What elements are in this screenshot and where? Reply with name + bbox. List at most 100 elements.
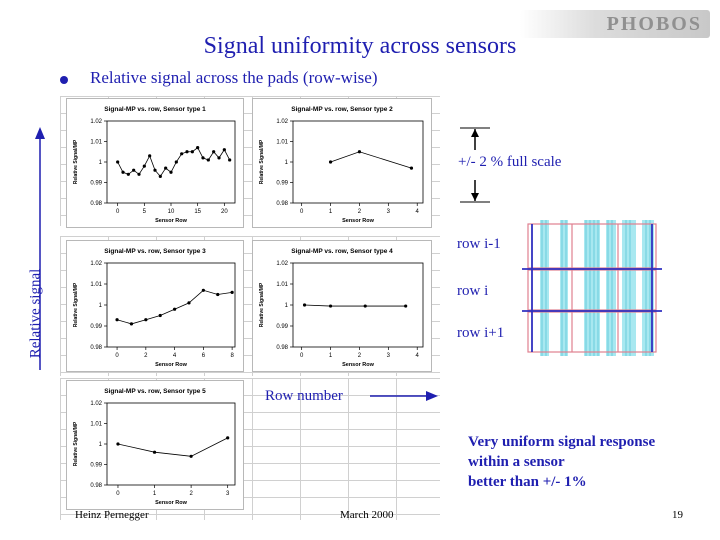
data-point (216, 292, 220, 297)
data-point (189, 454, 193, 458)
conclusion-line-2: within a sensor (468, 454, 565, 470)
y-tick-label: 1.01 (90, 282, 102, 288)
data-point (144, 318, 148, 322)
plot-frame (292, 120, 424, 204)
data-point (180, 152, 184, 156)
conclusion-line-3: better than +/- 1% (468, 474, 587, 490)
data-point (302, 303, 307, 307)
series-line (116, 289, 233, 325)
x-tick-label: 2 (189, 491, 193, 497)
data-point (152, 450, 157, 454)
data-point (201, 156, 205, 160)
y-tick-label: 0.99 (90, 324, 102, 330)
x-tick-label: 1 (329, 353, 333, 359)
y-tick-label: 0.98 (276, 201, 288, 207)
x-tick-label: 3 (226, 491, 230, 497)
data-point (172, 307, 177, 311)
x-axis-label: Sensor Row (155, 500, 188, 506)
y-tick-label: 1 (99, 442, 103, 448)
y-tick-label: 0.99 (90, 463, 102, 469)
data-point (158, 174, 162, 178)
y-axis-label: Relative Signal/MP (259, 282, 265, 327)
conclusion-line-1: Very uniform signal response (468, 434, 656, 450)
x-tick-label: 3 (387, 353, 391, 359)
data-point (328, 160, 333, 164)
x-axis-label: Sensor Row (342, 362, 375, 368)
full-scale-bracket (460, 127, 490, 203)
footer-page-number: 19 (672, 509, 683, 521)
chart-panel-3: Signal-MP vs. row, Sensor type 3 1.02 1.01… (66, 240, 244, 372)
data-point (129, 322, 134, 326)
x-tick-label: 15 (194, 209, 201, 215)
x-tick-label: 0 (300, 353, 304, 359)
x-tick-label: 8 (230, 353, 234, 359)
series-line (117, 437, 228, 457)
x-tick-label: 4 (173, 353, 177, 359)
series-line (117, 147, 231, 178)
y-tick-label: 1.02 (90, 261, 102, 267)
x-tick-label: 4 (416, 209, 420, 215)
chart-title: Signal-MP vs. row, Sensor type 4 (291, 248, 393, 255)
x-tick-label: 1 (329, 209, 333, 215)
chart-panel-5: Signal-MP vs. row, Sensor type 5 1.02 1.01… (66, 380, 244, 510)
conclusion-text: Very uniform signal response within a se… (468, 432, 655, 492)
x-tick-label: 0 (115, 353, 119, 359)
data-point (153, 168, 157, 172)
data-point (116, 160, 120, 164)
y-tick-label: 1.01 (276, 140, 288, 146)
x-tick-label: 2 (358, 353, 362, 359)
row-number-arrow (370, 391, 438, 401)
data-point (142, 164, 146, 168)
x-tick-label: 20 (221, 209, 228, 215)
data-point (212, 150, 216, 154)
y-tick-label: 1.01 (90, 140, 102, 146)
relative-signal-arrow (35, 127, 45, 370)
phobos-logo: PHOBOS (520, 10, 710, 38)
x-axis-label: Sensor Row (155, 218, 188, 224)
x-axis-label: Sensor Row (342, 218, 375, 224)
y-tick-label: 1.02 (276, 261, 288, 267)
data-point (357, 150, 362, 154)
row-number-label: Row number (265, 388, 343, 404)
x-tick-label: 5 (143, 209, 147, 215)
y-tick-label: 1.02 (90, 119, 102, 125)
chart-panel-1: Signal-MP vs. row, Sensor type 1 1.02 1.01… (66, 98, 244, 228)
row-label-next: row i+1 (457, 325, 505, 341)
row-label-current: row i (457, 283, 489, 299)
y-tick-label: 0.99 (90, 181, 102, 187)
y-axis-label: Relative Signal/MP (73, 282, 79, 327)
data-point (409, 166, 414, 170)
x-tick-label: 4 (416, 353, 420, 359)
data-point (137, 172, 141, 176)
data-point (328, 304, 333, 308)
y-axis-label: Relative Signal/MP (73, 421, 79, 466)
chart-title: Signal-MP vs. row, Sensor type 2 (291, 106, 393, 113)
plot-frame (106, 262, 236, 348)
x-tick-label: 2 (358, 209, 362, 215)
x-axis-label: Sensor Row (155, 362, 188, 368)
data-point (148, 154, 152, 158)
relative-signal-label: Relative signal (27, 268, 44, 359)
plot-frame (106, 120, 236, 204)
data-point (363, 304, 367, 308)
data-point (185, 150, 189, 154)
y-tick-label: 0.99 (276, 181, 288, 187)
y-tick-label: 0.98 (276, 345, 288, 351)
series-line (330, 151, 412, 169)
y-tick-label: 0.98 (90, 201, 102, 207)
y-tick-label: 1 (285, 160, 289, 166)
full-scale-label: +/- 2 % full scale (458, 154, 562, 170)
chart-panel-4: Signal-MP vs. row, Sensor type 4 1.02 1.01… (252, 240, 432, 372)
data-point (222, 148, 226, 152)
x-tick-label: 2 (144, 353, 148, 359)
x-tick-label: 0 (116, 209, 120, 215)
data-point (115, 318, 119, 322)
data-point (228, 158, 232, 162)
chart-panel-2: Signal-MP vs. row, Sensor type 2 1.02 1.01… (252, 98, 432, 228)
data-point (226, 436, 230, 440)
sensor-layout-image (522, 220, 662, 356)
footer-date: March 2000 (340, 509, 394, 521)
x-tick-label: 3 (387, 209, 391, 215)
data-point (126, 172, 130, 176)
x-tick-label: 1 (153, 491, 157, 497)
